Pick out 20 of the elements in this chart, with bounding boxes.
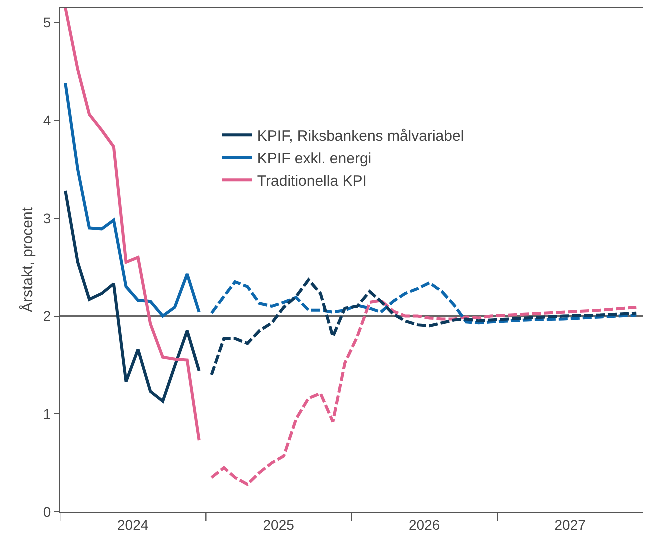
line-series: [64, 8, 201, 442]
y-tick-label: 5: [43, 14, 52, 31]
y-tick-label: 2: [43, 308, 52, 324]
y-axis-title: Årstakt, procent: [18, 206, 37, 313]
line-series: [210, 280, 638, 325]
y-tick-label: 4: [43, 112, 52, 128]
y-tick-label: 1: [43, 406, 52, 422]
y-tick-label: 3: [43, 210, 52, 226]
x-tick-label: 2024: [117, 516, 149, 533]
line-series: [210, 278, 638, 376]
x-tick-label: 2025: [263, 516, 295, 533]
legend-label: KPIF, Riksbankens målvariabel: [257, 128, 464, 145]
x-tick-label: 2027: [554, 516, 586, 533]
legend-label: Traditionella KPI: [257, 172, 367, 190]
line-series: [210, 299, 638, 486]
y-tick-label: 0: [43, 504, 52, 520]
legend-label: KPIF exkl. energi: [257, 150, 372, 168]
line-series: [64, 82, 201, 318]
line-series: [64, 190, 201, 403]
x-tick-label: 2026: [408, 516, 440, 533]
